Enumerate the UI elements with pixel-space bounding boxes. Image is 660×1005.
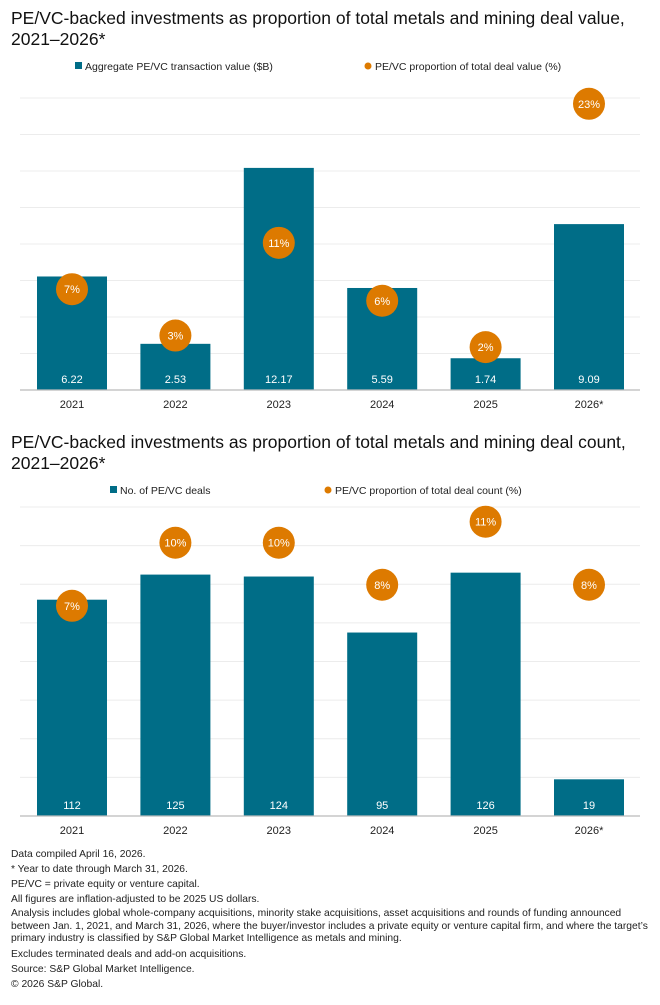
dot-2024: [366, 568, 399, 601]
note-inflation: All figures are inflation-adjusted to be…: [11, 894, 260, 905]
legend-dot-label: PE/VC proportion of total deal count (%): [335, 485, 522, 497]
bar-value-label: 95: [376, 800, 388, 812]
dot-value-label: 6%: [374, 296, 390, 308]
x-tick-label: 2022: [163, 399, 187, 411]
x-tick-label: 2023: [267, 399, 291, 411]
dot-value-label: 10%: [164, 538, 186, 550]
note-analysis: Analysis includes global whole-company a…: [11, 908, 648, 944]
dot-2022: [159, 526, 192, 559]
note-ytd: * Year to date through March 31, 2026.: [11, 864, 188, 875]
bar-value-label: 2.53: [165, 374, 186, 386]
dot-value-label: 7%: [64, 601, 80, 613]
dot-value-label: 11%: [268, 238, 289, 250]
bar-value-label: 125: [166, 800, 184, 812]
bar-value-label: 112: [63, 800, 81, 812]
dot-value-label: 23%: [578, 99, 600, 111]
bar-value-label: 6.22: [61, 374, 82, 386]
footnotes: Data compiled April 16, 2026. * Year to …: [11, 848, 651, 993]
chart-title-count: PE/VC-backed investments as proportion o…: [11, 432, 626, 473]
dot-2026*: [573, 568, 605, 601]
bar-2023: [243, 167, 314, 390]
dot-2025: [469, 505, 502, 538]
bar-value-label: 12.17: [265, 374, 293, 386]
bar-2024: [347, 632, 418, 816]
x-tick-label: 2026*: [575, 825, 604, 837]
bar-2026*: [554, 779, 624, 816]
chart-title-value: PE/VC-backed investments as proportion o…: [11, 8, 625, 49]
legend-bar-label: No. of PE/VC deals: [120, 485, 210, 497]
dot-2023: [262, 526, 295, 559]
bar-value-label: 19: [583, 800, 595, 812]
dot-2021: [56, 589, 88, 622]
note-compiled: Data compiled April 16, 2026.: [11, 849, 146, 860]
deal-count-chart: No. of PE/VC deals PE/VC proportion of to…: [20, 485, 640, 837]
legend-dot-label: PE/VC proportion of total deal value (%): [375, 61, 561, 73]
legend-bar-swatch: [110, 486, 117, 493]
legend-bar-swatch: [75, 62, 82, 69]
dot-2025: [469, 331, 502, 364]
dot-2021: [56, 273, 88, 306]
bar-2023: [243, 576, 314, 816]
bar-value-label: 124: [270, 800, 288, 812]
dot-2026*: [573, 87, 605, 120]
bar-2022: [140, 574, 211, 816]
bar-2021: [37, 599, 107, 816]
x-tick-label: 2024: [370, 399, 394, 411]
dot-value-label: 2%: [478, 342, 494, 354]
bar-2025: [450, 358, 521, 390]
bar-value-label: 9.09: [578, 374, 599, 386]
legend-bar-label: Aggregate PE/VC transaction value ($B): [85, 61, 273, 73]
x-tick-label: 2025: [473, 399, 497, 411]
dot-2024: [366, 284, 399, 317]
dot-2022: [159, 319, 192, 352]
x-tick-label: 2022: [163, 825, 187, 837]
note-copyright: © 2026 S&P Global.: [11, 978, 104, 990]
x-tick-label: 2026*: [575, 399, 604, 411]
dot-2023: [262, 226, 295, 259]
legend-dot-swatch: [364, 62, 372, 70]
deal-value-chart: Aggregate PE/VC transaction value ($B) PE…: [20, 61, 640, 411]
dot-value-label: 8%: [581, 580, 597, 592]
legend-dot-swatch: [324, 486, 332, 494]
x-tick-label: 2025: [473, 825, 497, 837]
note-pevc: PE/VC = private equity or venture capita…: [11, 879, 200, 890]
dot-value-label: 10%: [268, 538, 290, 550]
x-tick-label: 2023: [267, 825, 291, 837]
dot-value-label: 11%: [475, 517, 496, 529]
x-tick-label: 2024: [370, 825, 394, 837]
dot-value-label: 8%: [374, 580, 390, 592]
note-source: Source: S&P Global Market Intelligence.: [11, 963, 195, 975]
bar-2026*: [554, 224, 624, 390]
note-excludes: Excludes terminated deals and add-on acq…: [11, 948, 247, 960]
bar-value-label: 1.74: [475, 374, 496, 386]
x-tick-label: 2021: [60, 825, 84, 837]
x-tick-label: 2021: [60, 399, 84, 411]
bar-2025: [450, 572, 521, 816]
bar-value-label: 5.59: [371, 374, 392, 386]
bar-value-label: 126: [476, 800, 494, 812]
dot-value-label: 7%: [64, 284, 80, 296]
dot-value-label: 3%: [167, 331, 183, 343]
